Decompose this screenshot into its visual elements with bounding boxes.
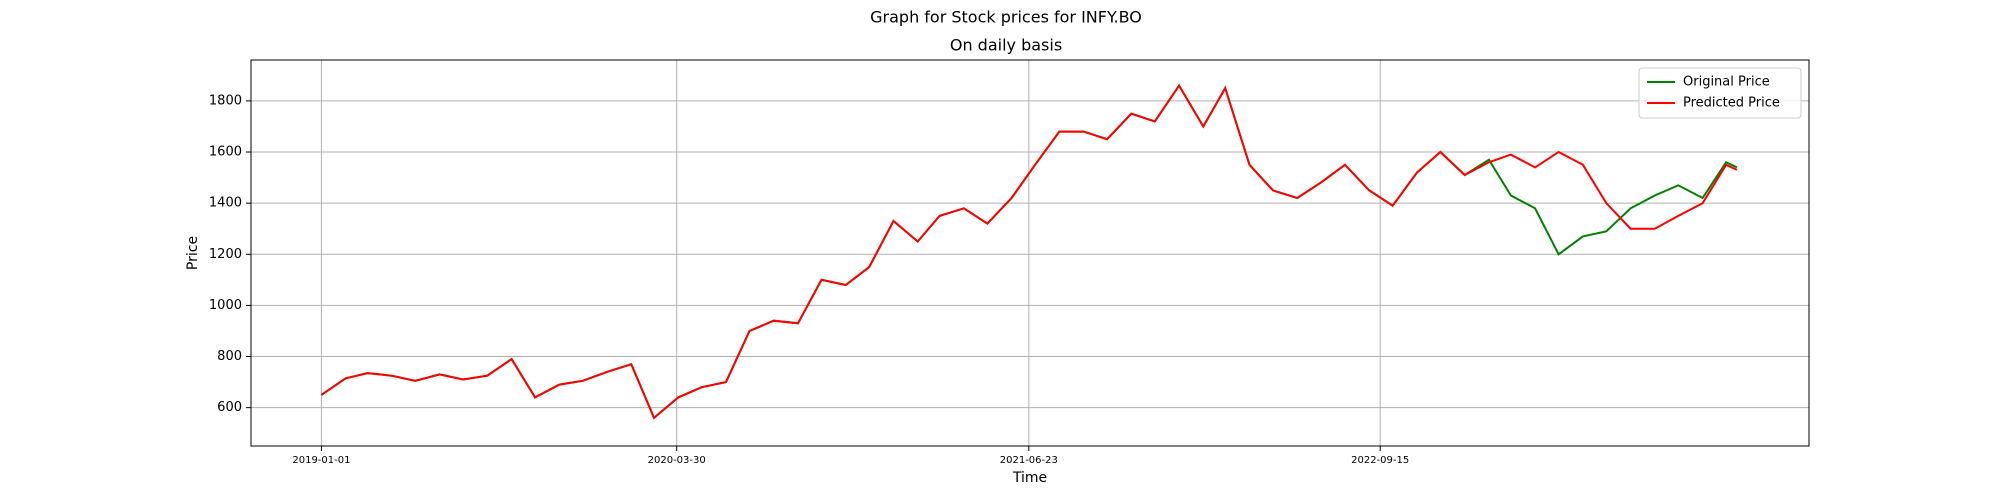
legend-box [1638,67,1802,119]
y-tick-label: 1600 [209,145,242,160]
chart-title: On daily basis [950,36,1062,55]
price-line [320,83,1738,420]
x-tick-label: 2021-06-23 [1000,455,1058,466]
y-tick-label: 600 [217,400,242,415]
axes-frame [250,59,1810,447]
x-axis-label: Time [1012,470,1047,486]
y-tick-label: 1400 [209,196,242,211]
x-tick-label: 2019-01-01 [292,455,350,466]
suptitle: Graph for Stock prices for INFY.BO [870,8,1142,27]
y-tick-label: 1000 [209,298,242,313]
x-tick-label: 2022-09-15 [1351,455,1409,466]
legend-label: Predicted Price [1683,96,1780,111]
y-tick-label: 1800 [209,93,242,108]
x-tick-label: 2020-03-30 [648,455,706,466]
y-axis-label: Price [185,236,201,270]
y-tick-label: 800 [217,349,242,364]
legend: Original Price Predicted Price [1638,67,1802,119]
y-tick-label: 1200 [209,247,242,262]
legend-label: Original Price [1683,75,1770,90]
